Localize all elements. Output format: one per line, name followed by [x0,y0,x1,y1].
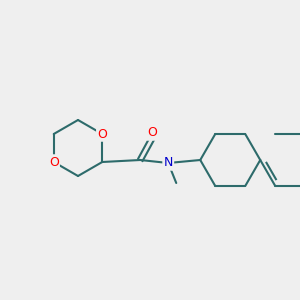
Text: O: O [147,127,157,140]
Text: N: N [164,157,173,169]
Text: O: O [49,155,59,169]
Text: O: O [97,128,107,140]
